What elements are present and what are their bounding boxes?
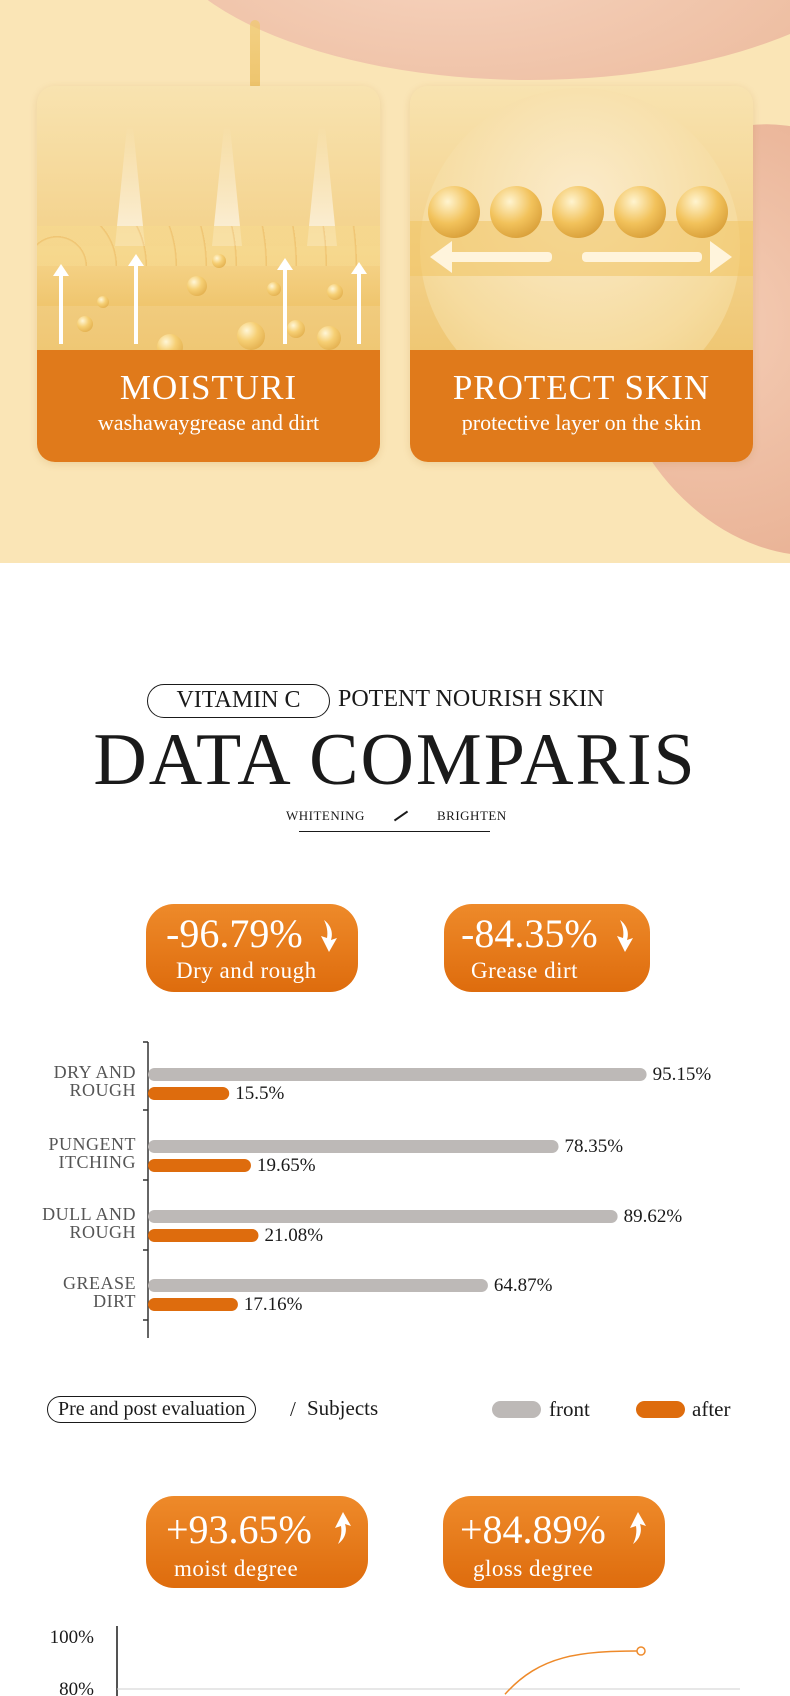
feature-title: PROTECT SKIN [452,368,711,407]
stat-label: moist degree [174,1556,299,1581]
bar-after [148,1159,251,1172]
stat-value: +84.89% [460,1507,606,1552]
feature-card-protect: PROTECT SKIN protective layer on the ski… [410,86,753,462]
moisture-line-chart: 100% 80% [50,1626,740,1696]
stat-value: -84.35% [461,911,598,956]
moisture-bubbles-illustration [37,86,380,350]
legend-separator: / [290,1397,296,1421]
serum-drop [250,20,260,90]
stat-label: Dry and rough [176,958,317,983]
bar-value-label: 21.08% [264,1225,323,1246]
bar-value-label: 89.62% [624,1206,683,1227]
bar-front [148,1279,488,1292]
arrow-up-icon [630,1512,646,1544]
title-underline [299,831,490,832]
evaluation-label: Pre and post evaluation [47,1396,257,1423]
data-point [636,1646,646,1656]
bar-value-label: 15.5% [235,1083,284,1104]
legend-swatch-front [492,1401,541,1418]
bar-after [148,1087,230,1100]
bar-value-label: 95.15% [653,1064,712,1085]
hand-image [150,0,790,80]
category-label: ITCHING [59,1152,137,1172]
category-label: PUNGENT [49,1134,137,1154]
bar-front [148,1210,618,1223]
stat-badge-moist: +93.65% moist degree [146,1496,368,1588]
category-label: ROUGH [69,1222,136,1242]
category-label: ROUGH [69,1080,136,1100]
feature-title: MOISTURI [119,368,298,407]
subjects-label: Subjects [307,1396,379,1420]
category-label: DULL AND [42,1204,136,1224]
bar-value-label: 78.35% [565,1136,624,1157]
comparison-bar-chart: DRY ANDROUGH95.15%15.5%PUNGENTITCHING78.… [42,1041,712,1338]
slash-divider [393,810,409,822]
page-title: DATA COMPARIS [93,719,697,801]
bar-after [148,1229,259,1242]
subtitle-whitening: WHITENING [286,808,365,823]
y-tick-label: 100% [50,1627,95,1648]
stat-badge-dry: -96.79% Dry and rough [146,904,358,992]
y-tick-label: 80% [59,1679,94,1696]
tagline: POTENT NOURISH SKIN [338,686,605,712]
legend-label-front: front [549,1397,590,1421]
stat-value: +93.65% [166,1507,312,1552]
feature-card-moisturize: MOISTURI washawaygrease and dirt [37,86,380,462]
bar-value-label: 64.87% [494,1275,553,1296]
stat-badge-gloss: +84.89% gloss degree [443,1496,665,1588]
category-label: DIRT [93,1291,136,1311]
category-label: DRY AND [54,1062,136,1082]
stat-label: Grease dirt [471,958,579,983]
feature-section: MOISTURI washawaygrease and dirt PROTECT… [0,0,790,563]
vitamin-c-tag: VITAMIN C [147,684,330,718]
bar-front [148,1140,559,1153]
protect-barrier-illustration [410,86,753,350]
stat-badge-grease: -84.35% Grease dirt [444,904,650,992]
feature-subtitle: protective layer on the skin [461,410,702,435]
bar-after [148,1298,238,1311]
feature-subtitle: washawaygrease and dirt [97,410,320,435]
bar-value-label: 19.65% [257,1155,316,1176]
bar-front [148,1068,647,1081]
feature-card-footer: PROTECT SKIN protective layer on the ski… [410,350,753,462]
arrow-up-icon [335,1512,351,1544]
stat-value: -96.79% [166,911,303,956]
arrow-down-icon [617,920,633,952]
category-label: GREASE [63,1273,136,1293]
bar-value-label: 17.16% [244,1294,303,1315]
arrow-down-icon [321,920,337,952]
feature-card-footer: MOISTURI washawaygrease and dirt [37,350,380,462]
line-series [504,1650,641,1695]
stat-label: gloss degree [473,1556,594,1581]
subtitle-brighten: BRIGHTEN [437,808,507,823]
legend-label-after: after [692,1397,731,1421]
legend-swatch-after [636,1401,685,1418]
